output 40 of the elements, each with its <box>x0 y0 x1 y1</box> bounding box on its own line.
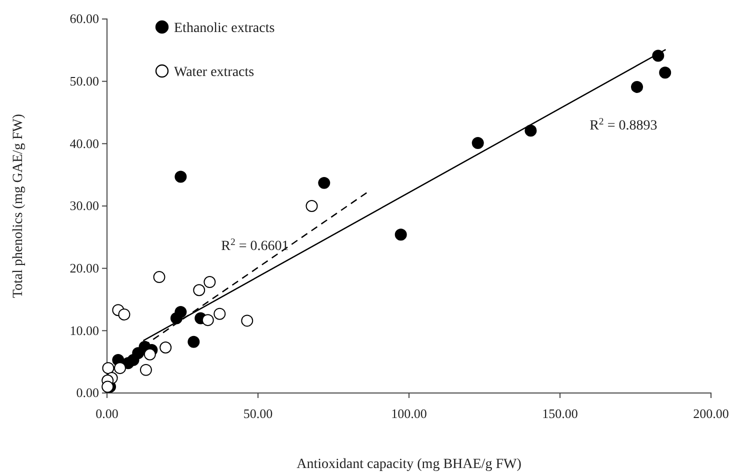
point <box>394 228 407 241</box>
x-tick-label: 0.00 <box>96 406 118 421</box>
point <box>204 276 216 288</box>
y-tick-label: 30.00 <box>70 198 99 214</box>
x-axis-title: Antioxidant capacity (mg BHAE/g FW) <box>296 457 522 472</box>
point <box>160 342 172 354</box>
y-axis-title: Total phenolics (mg GAE/g FW) <box>11 114 26 298</box>
point <box>631 80 644 93</box>
point <box>102 362 114 374</box>
annotation: R$^{2}$ = 0.6601 <box>221 236 289 254</box>
point <box>318 176 330 189</box>
point <box>144 348 156 360</box>
x-tick-label: 200.00 <box>693 406 729 421</box>
point <box>153 271 166 284</box>
point <box>524 124 537 137</box>
legend-label: Ethanolic extracts <box>174 21 275 36</box>
point <box>659 66 672 79</box>
point <box>140 364 152 376</box>
y-tick-label: 10.00 <box>70 322 99 338</box>
annotation: R$^{2}$ = 0.8893 <box>590 116 658 134</box>
point <box>114 362 126 374</box>
x-tick-label: 150.00 <box>542 406 578 421</box>
point <box>188 336 200 348</box>
point <box>193 284 206 296</box>
y-tick-label: 0.00 <box>76 385 99 400</box>
x-tick-label: 50.00 <box>243 406 273 421</box>
point <box>306 200 318 212</box>
y-tick-label: 50.00 <box>70 73 99 88</box>
x-tick-label: 100.00 <box>391 406 427 421</box>
point <box>118 308 130 320</box>
point <box>214 308 226 320</box>
point <box>241 314 254 327</box>
point <box>202 314 214 326</box>
y-tick-label: 60.00 <box>70 11 99 26</box>
point <box>174 170 187 183</box>
point <box>102 380 114 393</box>
y-tick-label: 20.00 <box>70 260 99 276</box>
point <box>472 137 484 150</box>
y-tick-label: 40.00 <box>70 136 99 151</box>
legend-label: Water extracts <box>174 65 254 80</box>
